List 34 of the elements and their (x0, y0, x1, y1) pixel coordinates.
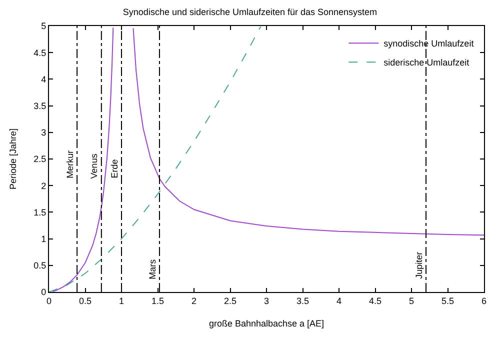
legend-label: synodische Umlaufzeit (384, 38, 474, 49)
y-tick-label: 2.5 (34, 154, 46, 164)
ref-line-label: Merkur (64, 150, 75, 178)
x-tick-label: 3 (264, 296, 270, 306)
ref-line-label: Venus (89, 153, 100, 179)
y-tick-label: 3.5 (34, 100, 46, 111)
y-tick-label: 4.5 (34, 48, 46, 58)
y-tick-label: 1 (41, 234, 46, 244)
y-tick-label: 0 (41, 287, 46, 298)
y-tick-label: 2 (41, 180, 46, 191)
ref-line-label: Erde (110, 159, 120, 178)
x-tick-label: 3.5 (296, 296, 310, 306)
x-tick-label: 4 (336, 296, 342, 306)
x-tick-label: 2 (191, 296, 197, 306)
y-tick-label: 0.5 (34, 260, 46, 271)
x-tick-label: 1 (118, 296, 124, 306)
y-tick-label: 3 (41, 128, 46, 138)
x-tick-label: 2.5 (224, 296, 237, 306)
x-tick-label: 0.5 (78, 296, 92, 306)
ref-line-label: Mars (148, 258, 158, 280)
chart-title: Synodische und siderische Umlaufzeiten für das Sonnensystem (122, 6, 378, 17)
legend-label: siderische Umlaufzeit (384, 58, 470, 68)
ref-line-label: Jupiter (414, 252, 424, 279)
x-tick-label: 5 (408, 296, 414, 306)
y-tick-label: 4 (41, 74, 46, 84)
x-axis-title: große Bahnhalbachse a [AE] (208, 318, 324, 329)
y-tick-label: 5 (41, 21, 46, 32)
y-axis-title: Periode [Jahre] (8, 128, 18, 190)
line-series (49, 26, 262, 292)
x-tick-label: 5.5 (441, 296, 454, 306)
y-tick-label: 1.5 (34, 207, 46, 218)
x-tick-label: 4.5 (368, 296, 382, 306)
x-tick-label: 1.5 (151, 296, 164, 306)
x-tick-label: 6 (481, 296, 487, 306)
